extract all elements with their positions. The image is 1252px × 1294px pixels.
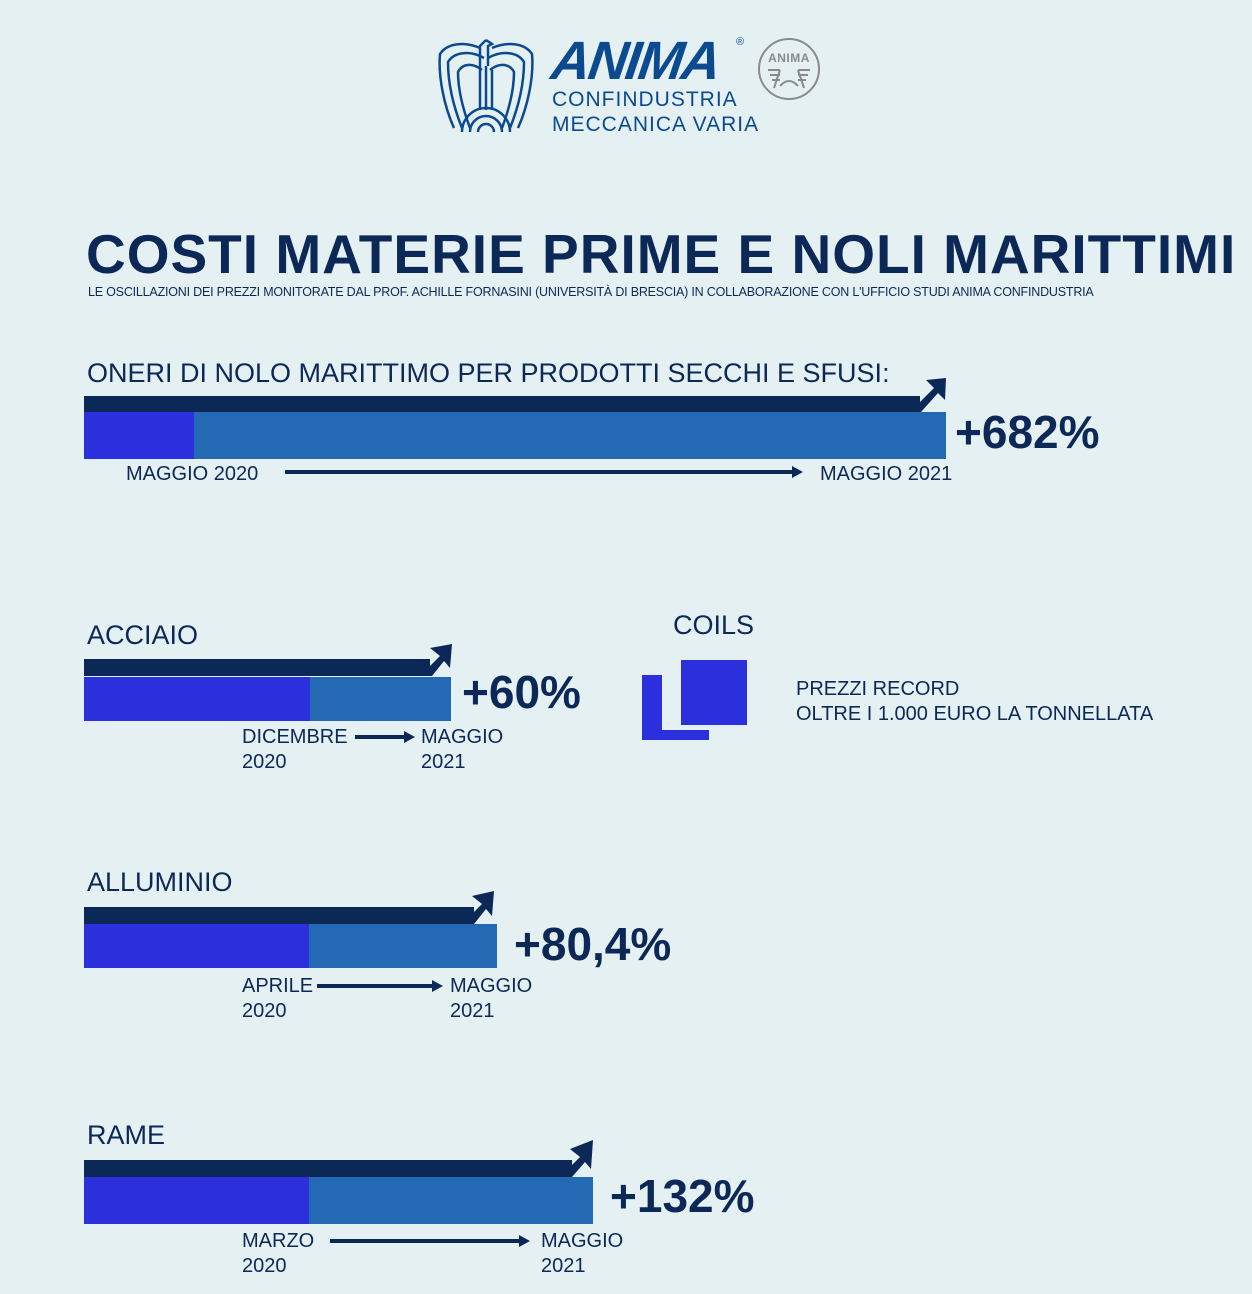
to-month: MAGGIO <box>541 1230 624 1252</box>
to-year: 2021 <box>450 1000 495 1022</box>
from-year: 2020 <box>242 751 287 773</box>
coils-line-2: OLTRE I 1.000 EURO LA TONNELLATA <box>796 703 1154 725</box>
nolo-to-label: MAGGIO 2021 <box>820 463 953 485</box>
nolo-from-label: MAGGIO 2020 <box>126 463 259 485</box>
from-year: 2020 <box>242 1255 287 1277</box>
anima-seal-logo: ANIMA <box>758 38 820 100</box>
nolo-increase-bar <box>194 412 946 459</box>
page-subtitle: LE OSCILLAZIONI DEI PREZZI MONITORATE DA… <box>88 285 1094 299</box>
acciaio-change-value: +60% <box>462 666 581 718</box>
rame-from: MARZO 2020 <box>242 1229 314 1279</box>
to-month: MAGGIO <box>421 726 504 748</box>
timeline-arrow-rame <box>330 1235 530 1247</box>
from-month: APRILE <box>242 975 314 997</box>
trend-arrow-alluminio <box>84 891 494 924</box>
acciaio-to: MAGGIO 2021 <box>421 725 503 775</box>
coils-icon-l-horizontal <box>642 730 709 740</box>
registered-mark: ® <box>736 36 745 48</box>
from-month: MARZO <box>242 1230 315 1252</box>
rame-increase-bar <box>309 1177 593 1224</box>
nolo-start-bar <box>84 412 194 459</box>
nolo-label: ONERI DI NOLO MARITTIMO PER PRODOTTI SEC… <box>87 358 890 388</box>
coils-description: PREZZI RECORD OLTRE I 1.000 EURO LA TONN… <box>796 677 1153 727</box>
coils-line-1: PREZZI RECORD <box>796 678 960 700</box>
coils-title: COILS <box>673 610 755 640</box>
seal-text: ANIMA <box>768 51 810 65</box>
acciaio-from: DICEMBRE 2020 <box>242 725 348 775</box>
rame-start-bar <box>84 1177 309 1224</box>
acciaio-increase-bar <box>310 677 451 721</box>
trend-arrow-rame <box>84 1140 593 1177</box>
to-year: 2021 <box>541 1255 586 1277</box>
seal-emblem-icon <box>768 69 810 89</box>
alluminio-from: APRILE 2020 <box>242 974 313 1024</box>
alluminio-change-value: +80,4% <box>514 918 672 970</box>
logo-line-1: CONFINDUSTRIA <box>552 88 738 111</box>
alluminio-label: ALLUMINIO <box>87 867 233 897</box>
timeline-arrow-acciaio <box>355 731 415 743</box>
coils-icon-square <box>681 660 747 725</box>
rame-to: MAGGIO 2021 <box>541 1229 623 1279</box>
timeline-arrow-nolo <box>285 466 803 478</box>
coils-icon-l-vertical <box>642 675 662 740</box>
page-title: COSTI MATERIE PRIME E NOLI MARITTIMI <box>86 223 1237 285</box>
nolo-change-value: +682% <box>955 406 1100 458</box>
acciaio-label: ACCIAIO <box>87 620 199 650</box>
rame-change-value: +132% <box>610 1170 755 1222</box>
timeline-arrow-alluminio <box>317 980 443 992</box>
logo-line-2: MECCANICA VARIA <box>552 113 760 136</box>
to-month: MAGGIO <box>450 975 533 997</box>
confindustria-eagle-logo <box>438 38 534 133</box>
to-year: 2021 <box>421 751 466 773</box>
trend-arrow-nolo <box>84 378 946 412</box>
from-year: 2020 <box>242 1000 287 1022</box>
alluminio-to: MAGGIO 2021 <box>450 974 532 1024</box>
alluminio-start-bar <box>84 924 309 968</box>
rame-label: RAME <box>87 1120 166 1150</box>
alluminio-increase-bar <box>309 924 497 968</box>
trend-arrow-acciaio <box>84 644 452 676</box>
from-month: DICEMBRE <box>242 726 348 748</box>
acciaio-start-bar <box>84 677 310 721</box>
